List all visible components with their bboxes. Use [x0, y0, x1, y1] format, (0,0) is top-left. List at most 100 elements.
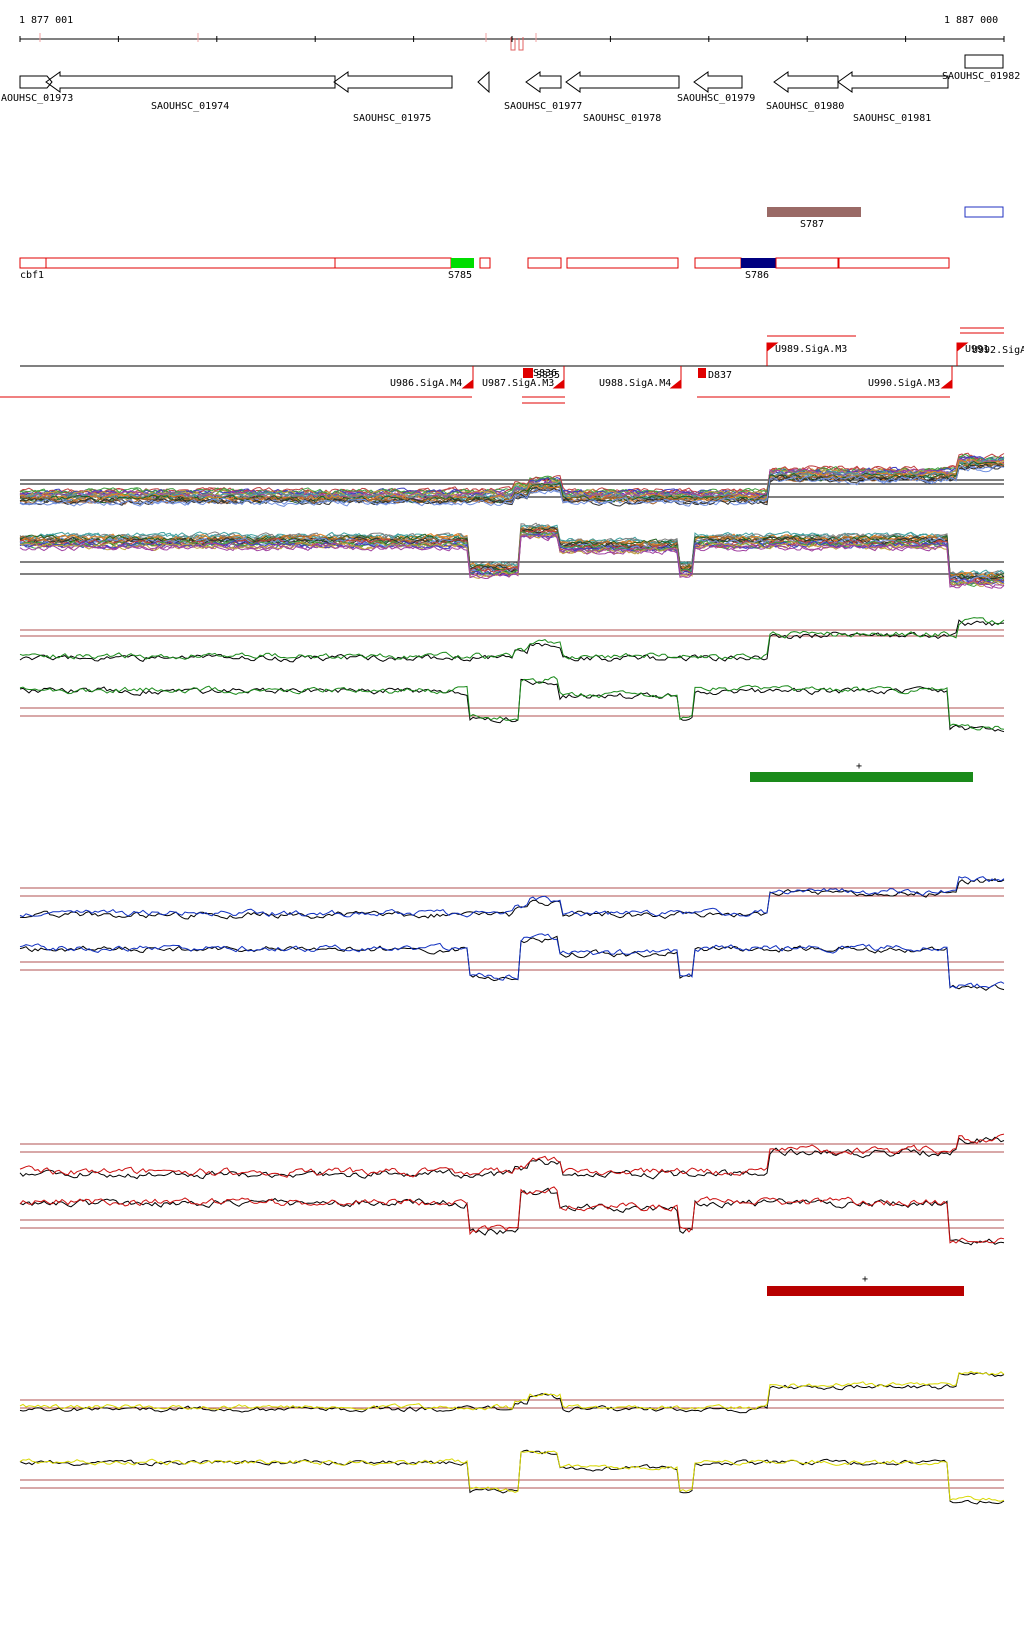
segment-s787 [767, 207, 861, 217]
promoter-flag [956, 342, 969, 366]
gene-arrow [477, 70, 490, 94]
segment [45, 257, 336, 269]
segment-label: S785 [448, 270, 472, 281]
profile-line [19, 528, 1005, 585]
gene-arrow [693, 71, 743, 93]
promoter-flag [461, 366, 474, 389]
profile-line [19, 1186, 1005, 1244]
gene-label: SAOUHSC_01974 [151, 101, 229, 112]
profile-line [19, 1449, 1005, 1505]
promoter-label: D837 [708, 370, 732, 381]
profile-line [19, 617, 1005, 660]
segment-track-top: S787 [767, 206, 1004, 230]
promoter-label: U992.SigA [972, 345, 1024, 356]
segment-blue [964, 206, 1004, 218]
condition-marks: + + [750, 761, 973, 1296]
condition-label: + [862, 1274, 868, 1285]
start-coordinate: 1 877 001 [19, 15, 73, 26]
gene-label: SAOUHSC_01981 [853, 113, 931, 124]
gene-arrow [773, 71, 839, 93]
multicolor-panel [19, 452, 1005, 589]
gene-label: AOUHSC_01973 [1, 93, 73, 104]
condition-label: + [856, 761, 862, 772]
segment [334, 257, 452, 269]
profile-line [19, 464, 1005, 507]
promoter-label: U987.SigA.M3 [482, 378, 554, 389]
profile-line [19, 533, 1005, 589]
profile-line [19, 676, 1005, 731]
gene-arrow [333, 71, 453, 93]
gene-label: SAOUHSC_01977 [504, 101, 582, 112]
promoter-block [698, 368, 706, 378]
segment-label: cbf1 [20, 270, 44, 281]
red-condition-bar [767, 1286, 964, 1296]
gene-label: SAOUHSC_01980 [766, 101, 844, 112]
expression-panel [19, 617, 1005, 733]
expression-panel [19, 1133, 1005, 1246]
segment-label: S787 [800, 219, 824, 230]
ruler-marker [510, 37, 524, 51]
promoter-track: U986.SigA.M4 U987.SigA.M3 U988.SigA.M4 U… [0, 327, 1024, 404]
gene-track: AOUHSC_01973 SAOUHSC_01974 SAOUHSC_01975… [1, 54, 1020, 124]
gene-label: SAOUHSC_01982 [942, 71, 1020, 82]
segment [19, 257, 47, 269]
promoter-label: U988.SigA.M4 [599, 378, 671, 389]
promoter-block [523, 368, 533, 378]
profile-line [19, 933, 1005, 989]
promoter-label: U991 [965, 344, 989, 355]
green-condition-bar [750, 772, 973, 782]
gene-label: SAOUHSC_01978 [583, 113, 661, 124]
gene-arrow [837, 71, 949, 93]
segment [566, 257, 679, 269]
segment [775, 257, 839, 269]
segment-s786 [741, 258, 776, 268]
promoter-flag [766, 342, 779, 366]
segment-label: S786 [745, 270, 769, 281]
ruler-ticks [19, 33, 1005, 42]
promoter-flag [552, 366, 565, 389]
profile-line [19, 619, 1005, 663]
profile-line [19, 522, 1005, 577]
profile-line [19, 1370, 1005, 1411]
end-coordinate: 1 887 000 [944, 15, 998, 26]
gene-arrow [565, 71, 680, 93]
promoter-label: U986.SigA.M4 [390, 378, 462, 389]
profile-line [19, 1450, 1005, 1502]
gene-label: SAOUHSC_01975 [353, 113, 431, 124]
gene-arrow [964, 54, 1004, 69]
segment [527, 257, 562, 269]
coordinate-ruler: 1 877 001 1 887 000 [19, 15, 1005, 51]
promoter-label: S836 [533, 368, 557, 379]
gene-arrow [19, 75, 53, 89]
expression-panels [19, 452, 1005, 1505]
segment-s785 [451, 258, 474, 268]
profile-line [19, 524, 1005, 579]
promoter-flags [461, 342, 969, 389]
profile-line [19, 678, 1005, 733]
profile-line [19, 1187, 1005, 1246]
promoter-flag [669, 366, 682, 389]
promoter-flag [940, 366, 953, 389]
profile-line [19, 463, 1005, 507]
gene-arrow [525, 71, 562, 93]
expression-panel [19, 1370, 1005, 1505]
expression-panel [19, 876, 1005, 991]
segment [694, 257, 742, 269]
promoter-label: S835 [536, 370, 560, 381]
profile-line [19, 463, 1005, 507]
profile-line [19, 459, 1005, 503]
segment-track: cbf1 S785 S786 [19, 257, 950, 281]
profile-line [19, 935, 1005, 991]
promoter-label: U989.SigA.M3 [775, 344, 847, 355]
profile-line [19, 1133, 1005, 1178]
gene-label: SAOUHSC_01979 [677, 93, 755, 104]
segment [479, 257, 491, 269]
profile-line [19, 876, 1005, 918]
segment [838, 257, 950, 269]
profile-line [19, 1372, 1005, 1414]
gene-arrow [45, 71, 336, 93]
profile-line [19, 878, 1005, 920]
promoter-label: U990.SigA.M3 [868, 378, 940, 389]
profile-line [19, 527, 1005, 580]
